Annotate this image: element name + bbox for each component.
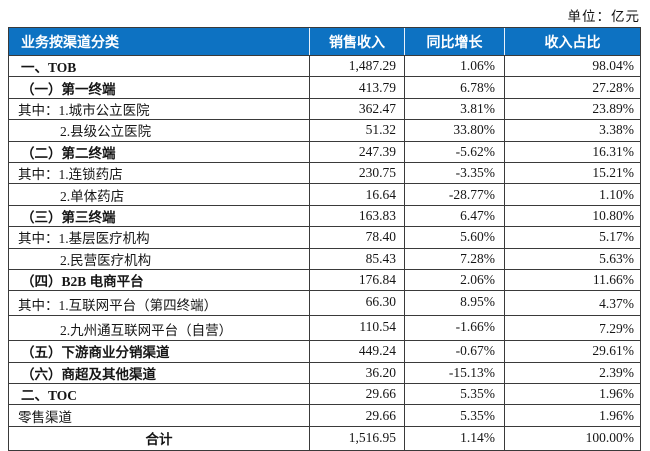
row-label-cell: 2.单体药店 [9, 184, 310, 205]
share-cell: 2.39% [599, 364, 634, 380]
growth-cell: 6.47% [405, 205, 505, 227]
share-cell: 27.28% [592, 79, 634, 95]
revenue-cell: 247.39 [310, 141, 405, 162]
share-cell: 7.29% [599, 321, 634, 337]
table-row: 其中：1.互联网平台（第四终端） 66.30 8.95% 4.37% [9, 291, 640, 317]
row-label-cell: 2.县级公立医院 [9, 120, 310, 141]
growth-cell: 5.35% [405, 384, 505, 405]
revenue-cell: 413.79 [310, 77, 405, 98]
revenue-cell: 110.54 [310, 316, 405, 341]
row-label-cell: 2.九州通互联网平台（自营） [9, 316, 310, 341]
growth-cell: 6.78% [405, 77, 505, 98]
revenue-cell: 163.83 [310, 205, 405, 227]
growth-cell: -28.77% [405, 184, 505, 205]
header-yoy-growth: 同比增长 [405, 28, 505, 55]
table-row: 其中：1.连锁药店 230.75 -3.35% 15.21% [9, 162, 640, 185]
table-row: 2.民营医疗机构 85.43 7.28% 5.63% [9, 248, 640, 270]
growth-cell: -0.67% [405, 341, 505, 362]
row-label-cell: 一、TOB [9, 56, 310, 77]
growth-cell: 1.14% [405, 426, 505, 450]
revenue-cell: 362.47 [310, 98, 405, 120]
table-row: （五）下游商业分销渠道 449.24 -0.67% 29.61% [9, 341, 640, 363]
table-row: 2.九州通互联网平台（自营） 110.54 -1.66% 7.29% [9, 316, 640, 342]
row-label-cell: 其中：1.连锁药店 [9, 162, 310, 184]
row-label-cell: （二）第二终端 [9, 141, 310, 162]
share-cell: 10.80% [592, 207, 634, 223]
row-label-cell: （四）B2B 电商平台 [9, 269, 310, 291]
row-label-cell: 其中：1.城市公立医院 [9, 98, 310, 120]
share-cell: 5.17% [599, 229, 634, 245]
table-row: 二、TOC 29.66 5.35% 1.96% [9, 384, 640, 406]
table-row: （一）第一终端 413.79 6.78% 27.28% [9, 77, 640, 99]
share-cell: 11.66% [592, 272, 634, 288]
header-category: 业务按渠道分类 [9, 28, 310, 55]
share-cell: 15.21% [592, 165, 634, 181]
growth-cell: 1.06% [405, 56, 505, 77]
revenue-cell: 449.24 [310, 341, 405, 362]
share-cell: 29.61% [592, 343, 634, 359]
table-row: （四）B2B 电商平台 176.84 2.06% 11.66% [9, 269, 640, 292]
share-cell: 100.00% [585, 430, 634, 446]
share-cell: 5.63% [599, 250, 634, 266]
growth-cell: 5.60% [405, 227, 505, 248]
table-body: 一、TOB 1,487.29 1.06% 98.04% （一）第一终端 413.79 6.7… [9, 56, 640, 450]
table-header-row: 业务按渠道分类 销售收入 同比增长 收入占比 [9, 28, 640, 56]
table-row: 零售渠道 29.66 5.35% 1.96% [9, 405, 640, 427]
revenue-by-channel-table: 业务按渠道分类 销售收入 同比增长 收入占比 一、TOB 1,487.29 1.06… [8, 27, 641, 451]
share-cell: 3.38% [599, 122, 634, 138]
table-row: 合计 1,516.95 1.14% 100.00% [9, 426, 640, 450]
growth-cell: -1.66% [405, 316, 505, 341]
row-label-cell: 其中：1.基层医疗机构 [9, 227, 310, 248]
unit-note: 单位：亿元 [567, 9, 640, 24]
share-cell: 4.37% [599, 296, 634, 312]
revenue-cell: 176.84 [310, 269, 405, 291]
row-label-cell: 2.民营医疗机构 [9, 248, 310, 269]
growth-cell: 3.81% [405, 98, 505, 120]
row-label-cell: 其中：1.互联网平台（第四终端） [9, 291, 310, 316]
table-row: （三）第三终端 163.83 6.47% 10.80% [9, 205, 640, 228]
row-label-cell: （六）商超及其他渠道 [9, 362, 310, 384]
share-cell: 98.04% [592, 58, 634, 74]
row-label-cell: 零售渠道 [9, 405, 310, 426]
revenue-cell: 29.66 [310, 384, 405, 405]
growth-cell: 8.95% [405, 291, 505, 316]
revenue-cell: 78.40 [310, 227, 405, 248]
revenue-cell: 85.43 [310, 248, 405, 269]
growth-cell: 33.80% [405, 120, 505, 141]
row-label-cell: 合计 [9, 426, 310, 450]
growth-cell: 7.28% [405, 248, 505, 269]
growth-cell: 2.06% [405, 269, 505, 291]
growth-cell: -5.62% [405, 141, 505, 162]
share-cell: 1.96% [599, 407, 634, 423]
table-row: 其中：1.城市公立医院 362.47 3.81% 23.89% [9, 98, 640, 121]
revenue-cell: 51.32 [310, 120, 405, 141]
revenue-cell: 16.64 [310, 184, 405, 205]
row-label-cell: （一）第一终端 [9, 77, 310, 98]
revenue-cell: 1,516.95 [310, 426, 405, 450]
table-row: 2.单体药店 16.64 -28.77% 1.10% [9, 184, 640, 206]
table-row: 2.县级公立医院 51.32 33.80% 3.38% [9, 120, 640, 142]
revenue-cell: 1,487.29 [310, 56, 405, 77]
row-label-cell: （三）第三终端 [9, 205, 310, 227]
growth-cell: -15.13% [405, 362, 505, 384]
share-cell: 23.89% [592, 100, 634, 116]
growth-cell: -3.35% [405, 162, 505, 184]
revenue-cell: 29.66 [310, 405, 405, 426]
revenue-cell: 66.30 [310, 291, 405, 316]
table-row: 一、TOB 1,487.29 1.06% 98.04% [9, 56, 640, 78]
table-row: （二）第二终端 247.39 -5.62% 16.31% [9, 141, 640, 163]
header-sales-revenue: 销售收入 [310, 28, 405, 55]
table-row: （六）商超及其他渠道 36.20 -15.13% 2.39% [9, 362, 640, 385]
revenue-cell: 36.20 [310, 362, 405, 384]
row-label-cell: 二、TOC [9, 384, 310, 405]
share-cell: 16.31% [592, 143, 634, 159]
growth-cell: 5.35% [405, 405, 505, 426]
header-revenue-share: 收入占比 [544, 33, 601, 50]
row-label-cell: （五）下游商业分销渠道 [9, 341, 310, 362]
table-row: 其中：1.基层医疗机构 78.40 5.60% 5.17% [9, 227, 640, 249]
revenue-cell: 230.75 [310, 162, 405, 184]
share-cell: 1.10% [599, 186, 634, 202]
share-cell: 1.96% [599, 386, 634, 402]
